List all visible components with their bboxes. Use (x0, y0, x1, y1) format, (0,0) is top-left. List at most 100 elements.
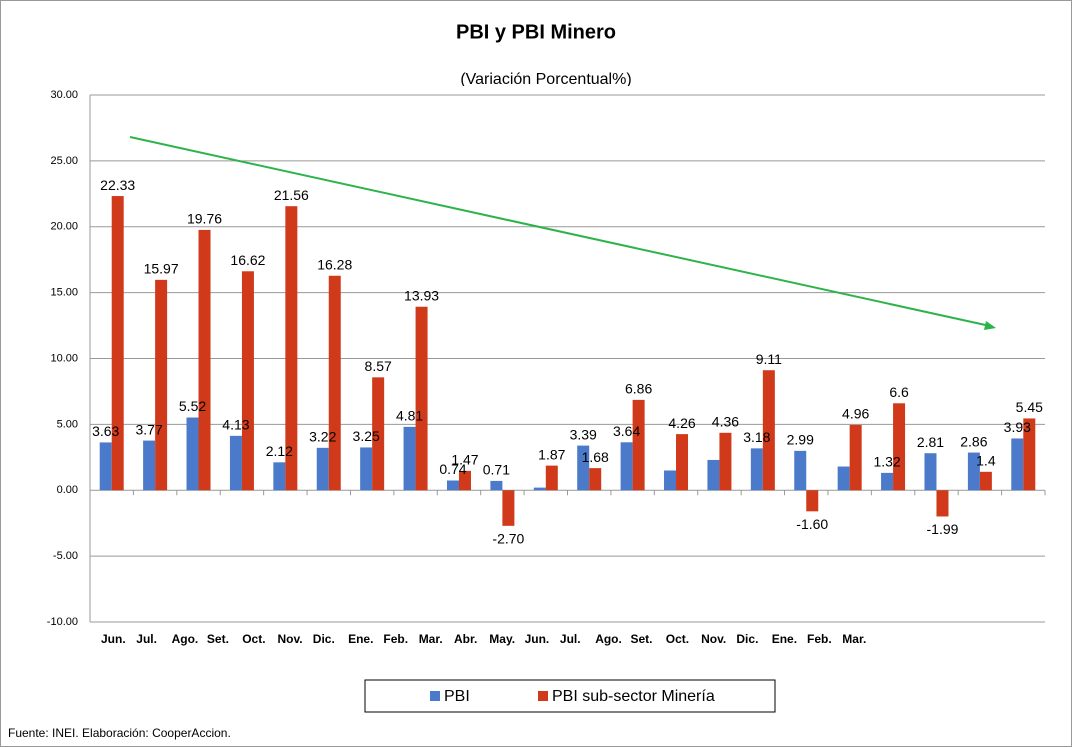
data-label: 1.87 (538, 446, 565, 462)
data-label: 6.6 (889, 384, 909, 400)
bar (837, 466, 850, 491)
data-label: 3.25 (353, 428, 380, 444)
data-label: 5.52 (179, 398, 206, 414)
bar (794, 450, 807, 491)
x-tick-label: Mar. (419, 632, 443, 646)
legend-label: PBI (444, 688, 470, 705)
data-label: 2.99 (787, 432, 814, 448)
chart-subtitle: (Variación Porcentual%) (460, 71, 631, 88)
x-tick-label: Abr. (454, 632, 477, 646)
x-tick-label: Feb. (383, 632, 408, 646)
y-tick-label: 15.00 (50, 287, 78, 299)
data-label: 3.18 (743, 429, 770, 445)
bar (490, 480, 503, 491)
bar (924, 453, 937, 491)
data-label: 0.74 (439, 461, 466, 477)
data-label: 1.47 (451, 452, 478, 468)
y-tick-label: 10.00 (50, 352, 78, 364)
x-tick-label: Jul. (136, 632, 157, 646)
bar (198, 229, 211, 491)
x-tick-label: Dic. (313, 632, 335, 646)
data-label: -1.99 (927, 521, 959, 537)
legend-swatch (538, 691, 548, 701)
bar (936, 490, 949, 517)
data-label: 6.86 (625, 381, 652, 397)
data-label: 1.4 (976, 453, 996, 469)
bar (360, 447, 373, 491)
bar (111, 196, 124, 491)
data-label: 16.28 (317, 256, 352, 272)
x-tick-label: Nov. (701, 632, 726, 646)
bar (458, 470, 471, 491)
x-tick-label: Ene. (772, 632, 797, 646)
bar (502, 490, 515, 526)
bar (762, 370, 775, 491)
x-tick-label: Jun. (525, 632, 550, 646)
data-label: -2.70 (492, 531, 524, 547)
x-tick-label: Mar. (842, 632, 866, 646)
data-label: 3.93 (1004, 419, 1031, 435)
chart-title: PBI y PBI Minero (456, 21, 616, 43)
data-label: 3.63 (92, 423, 119, 439)
x-tick-label: Feb. (807, 632, 832, 646)
data-label: 1.68 (582, 449, 609, 465)
data-label: 3.64 (613, 423, 640, 439)
x-tick-label: Jul. (560, 632, 581, 646)
bar (719, 432, 732, 491)
data-label: 2.81 (917, 434, 944, 450)
x-tick-label: Oct. (666, 632, 689, 646)
bar (316, 447, 329, 491)
data-label: 13.93 (404, 287, 439, 303)
bar (967, 452, 980, 491)
source-note: Fuente: INEI. Elaboración: CooperAccion. (8, 726, 231, 740)
x-tick-label: Ago. (172, 632, 199, 646)
legend-label: PBI sub-sector Minería (552, 688, 715, 705)
data-label: 0.71 (483, 462, 510, 478)
plot-area (90, 86, 1046, 626)
data-label: 19.76 (187, 211, 222, 227)
bar (533, 487, 546, 491)
bar (577, 445, 590, 491)
x-tick-label: Jun. (101, 632, 126, 646)
y-tick-label: 20.00 (50, 221, 78, 233)
legend-swatch (430, 691, 440, 701)
bar (403, 426, 416, 491)
bar (664, 470, 677, 491)
data-label: 3.77 (135, 421, 162, 437)
bar (273, 462, 286, 491)
bar (372, 377, 385, 491)
bar (1023, 418, 1036, 491)
data-label: 4.13 (222, 417, 249, 433)
x-tick-label: Set. (207, 632, 229, 646)
bar (806, 490, 819, 512)
bar (589, 468, 602, 491)
x-tick-label: Ago. (595, 632, 622, 646)
data-label: 3.22 (309, 429, 336, 445)
bar (893, 403, 906, 491)
data-label: -1.60 (796, 516, 828, 532)
data-label: 1.32 (873, 454, 900, 470)
data-label: 4.36 (712, 414, 739, 430)
data-label: 2.12 (266, 443, 293, 459)
bar (979, 471, 992, 491)
bar (707, 459, 720, 491)
bar (676, 434, 689, 491)
y-tick-label: -10.00 (47, 616, 78, 628)
x-tick-label: Dic. (736, 632, 758, 646)
bar (1011, 438, 1024, 491)
data-label: 3.39 (570, 426, 597, 442)
data-label: 4.96 (842, 406, 869, 422)
bar (415, 306, 428, 491)
trend-arrow (129, 136, 991, 327)
x-tick-label: May. (489, 632, 515, 646)
bar (229, 435, 242, 491)
bar (99, 442, 112, 491)
bar (446, 480, 459, 491)
bar (186, 417, 199, 491)
bar (241, 271, 254, 491)
trend-arrow-head (984, 321, 996, 330)
data-label: 2.86 (960, 433, 987, 449)
x-tick-label: Set. (631, 632, 653, 646)
bar (143, 440, 156, 491)
